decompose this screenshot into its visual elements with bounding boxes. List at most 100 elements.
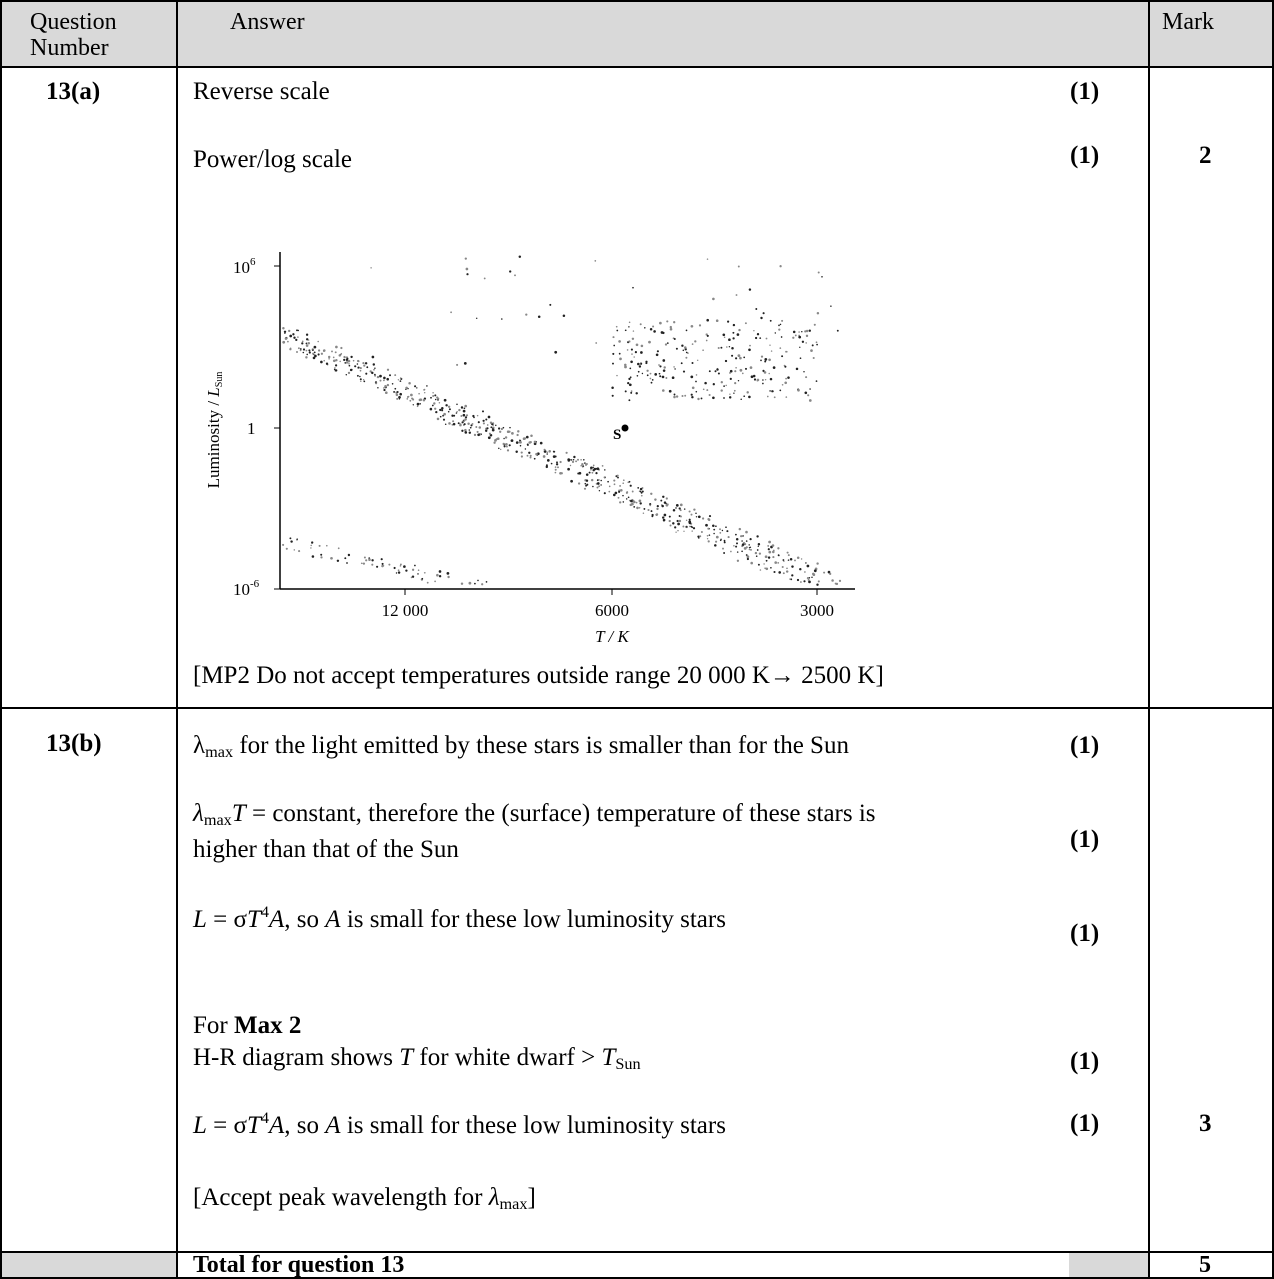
star-dot: [357, 360, 359, 362]
header-answer: Answer: [230, 9, 305, 35]
star-dot: [703, 388, 705, 390]
star-dot: [709, 394, 711, 396]
star-dot: [613, 480, 615, 482]
star-dot: [809, 399, 812, 402]
star-dot: [647, 374, 649, 376]
star-dot: [310, 545, 312, 547]
star-dot: [694, 340, 696, 342]
star-dot: [756, 535, 758, 537]
star-dot: [636, 502, 638, 504]
star-dot: [805, 376, 807, 378]
star-dot: [306, 344, 309, 347]
star-dot: [677, 520, 679, 522]
star-dot: [740, 369, 743, 372]
star-dot: [411, 397, 413, 399]
star-dot: [699, 535, 701, 537]
star-dot: [814, 569, 817, 572]
star-dot: [516, 434, 518, 436]
star-dot: [333, 357, 335, 359]
star-dot: [570, 459, 572, 461]
star-dot: [463, 424, 464, 425]
star-dot: [612, 336, 614, 338]
star-dot: [573, 459, 574, 460]
star-dot: [591, 472, 593, 474]
star-dot: [749, 538, 751, 540]
star-dot: [456, 364, 458, 366]
star-dot: [818, 271, 820, 273]
star-dot: [586, 480, 588, 482]
star-dot: [633, 501, 635, 503]
star-dot: [496, 438, 498, 440]
star-dot: [656, 508, 658, 510]
star-dot: [432, 392, 434, 394]
x-axis-label: T / K: [595, 627, 630, 646]
star-dot: [758, 564, 760, 566]
star-dot: [632, 287, 634, 289]
star-dot: [769, 344, 770, 345]
star-dot: [528, 452, 530, 454]
star-dot: [400, 380, 402, 382]
star-dot: [741, 550, 743, 552]
star-dot: [296, 351, 298, 353]
star-dot: [723, 552, 725, 554]
star-dot: [282, 544, 284, 546]
star-dot: [804, 391, 807, 394]
star-dot: [763, 312, 765, 314]
star-dot: [346, 374, 347, 375]
star-dot: [516, 441, 519, 444]
star-dot: [335, 359, 337, 361]
star-dot: [548, 450, 551, 453]
star-dot: [469, 429, 471, 431]
star-dot: [543, 455, 546, 458]
star-dot: [660, 500, 662, 502]
star-dot: [701, 531, 703, 533]
star-dot: [389, 374, 391, 376]
star-dot: [612, 353, 614, 355]
star-dot: [837, 330, 839, 332]
star-dot: [294, 549, 296, 551]
star-dot: [616, 375, 617, 376]
star-dot: [477, 580, 479, 582]
star-dot: [360, 370, 362, 372]
star-dot: [519, 441, 521, 443]
star-dot: [743, 395, 745, 397]
star-dot: [729, 394, 730, 395]
star-dot: [713, 383, 715, 385]
star-dot: [750, 549, 751, 550]
star-dot: [643, 508, 645, 510]
star-dot: [353, 360, 355, 362]
star-dot: [683, 350, 685, 352]
star-dot: [640, 488, 642, 490]
star-dot: [330, 557, 333, 560]
star-dot: [626, 492, 628, 494]
star-dot: [809, 388, 811, 390]
star-dot: [781, 355, 783, 357]
star-dot: [403, 565, 406, 568]
star-dot: [498, 427, 500, 429]
star-dot: [551, 463, 553, 465]
star-dot: [739, 357, 742, 360]
star-dot: [449, 408, 451, 410]
star-dot: [729, 346, 730, 347]
star-dot: [381, 565, 383, 567]
star-dot: [753, 330, 754, 331]
star-dot: [553, 455, 556, 458]
star-dot: [763, 563, 764, 564]
star-dot: [417, 573, 419, 575]
answer-b-line3: L = σT4A, so A is small for these low lu…: [193, 906, 726, 934]
star-dot: [383, 387, 384, 388]
star-dot: [771, 390, 773, 392]
star-dot: [419, 403, 421, 405]
star-dot: [611, 386, 614, 389]
star-dot: [585, 483, 587, 485]
star-dot: [585, 464, 587, 466]
star-dot: [554, 351, 557, 354]
star-dot: [746, 391, 748, 393]
star-dot: [676, 504, 679, 507]
star-dot: [608, 491, 610, 493]
star-dot: [470, 427, 472, 429]
star-dot: [774, 396, 776, 398]
star-dot: [707, 538, 708, 539]
star-dot: [723, 397, 725, 399]
star-dot: [755, 552, 757, 554]
